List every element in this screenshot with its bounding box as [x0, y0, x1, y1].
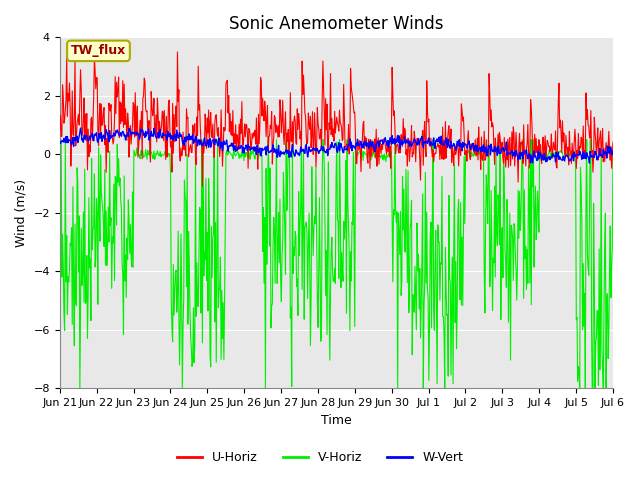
W-Vert — [56, 139, 63, 145]
W-Vert — [476, 145, 484, 151]
W-Vert — [533, 157, 541, 163]
Line: V-Horiz: V-Horiz — [60, 140, 613, 388]
Line: U-Horiz: U-Horiz — [60, 52, 613, 186]
U-Horiz — [198, 183, 206, 189]
Legend: U-Horiz, V-Horiz, W-Vert: U-Horiz, V-Horiz, W-Vert — [172, 446, 468, 469]
U-Horiz — [609, 139, 617, 145]
V-Horiz — [477, 148, 484, 154]
Y-axis label: Wind (m/s): Wind (m/s) — [15, 179, 28, 247]
V-Horiz — [379, 156, 387, 162]
Text: TW_flux: TW_flux — [71, 44, 126, 57]
W-Vert — [586, 160, 593, 166]
Title: Sonic Anemometer Winds: Sonic Anemometer Winds — [229, 15, 444, 33]
W-Vert — [609, 151, 617, 157]
V-Horiz — [56, 278, 63, 284]
V-Horiz — [410, 300, 417, 305]
W-Vert — [90, 132, 98, 137]
V-Horiz — [92, 264, 99, 270]
U-Horiz — [393, 142, 401, 147]
U-Horiz — [410, 151, 417, 157]
U-Horiz — [56, 126, 63, 132]
V-Horiz — [393, 209, 401, 215]
Line: W-Vert: W-Vert — [60, 128, 613, 163]
U-Horiz — [173, 49, 181, 55]
X-axis label: Time: Time — [321, 414, 352, 427]
W-Vert — [378, 138, 385, 144]
V-Horiz — [609, 152, 617, 157]
U-Horiz — [477, 167, 484, 172]
U-Horiz — [379, 146, 387, 152]
V-Horiz — [58, 137, 65, 143]
W-Vert — [409, 140, 417, 146]
V-Horiz — [534, 188, 541, 194]
W-Vert — [77, 125, 84, 131]
W-Vert — [392, 140, 400, 145]
U-Horiz — [534, 144, 541, 149]
V-Horiz — [76, 385, 84, 391]
U-Horiz — [90, 95, 97, 100]
